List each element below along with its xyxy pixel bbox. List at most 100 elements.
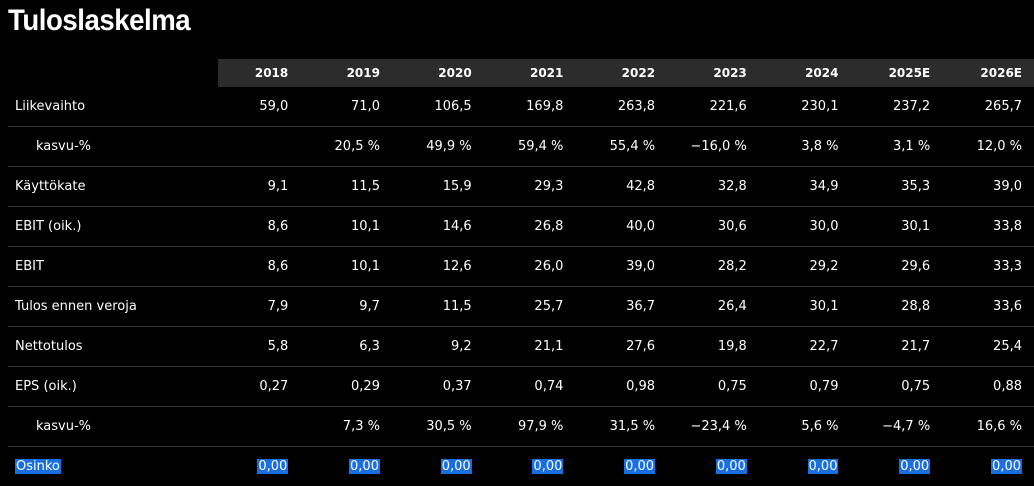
value-text: 20,5 % <box>335 139 380 154</box>
value-cell: 0,00 <box>484 447 576 486</box>
value-cell: 30,5 % <box>392 407 484 447</box>
value-text: 40,0 <box>626 219 655 234</box>
value-cell: −23,4 % <box>667 407 759 447</box>
row-label: Tulos ennen veroja <box>8 287 218 327</box>
value-text: 10,1 <box>351 219 380 234</box>
value-cell: 14,6 <box>392 207 484 247</box>
value-text: 0,00 <box>257 459 288 474</box>
value-cell: 29,2 <box>759 247 851 287</box>
value-cell: 27,6 <box>575 327 667 367</box>
value-cell: 55,4 % <box>575 127 667 167</box>
value-text: 33,6 <box>993 299 1022 314</box>
value-cell: 0,00 <box>575 447 667 486</box>
value-text: 42,8 <box>626 179 655 194</box>
value-text: 7,9 <box>268 299 289 314</box>
row-label-text: EPS (oik.) <box>15 379 77 394</box>
value-text: 0,37 <box>443 379 472 394</box>
value-cell: 265,7 <box>942 87 1034 127</box>
value-cell: 40,0 <box>575 207 667 247</box>
year-header: 2026E <box>942 59 1034 87</box>
table-row: kasvu-%7,3 %30,5 %97,9 %31,5 %−23,4 %5,6… <box>8 407 1034 447</box>
value-cell: −4,7 % <box>850 407 942 447</box>
year-header: 2024 <box>759 59 851 87</box>
year-header: 2020 <box>392 59 484 87</box>
value-cell <box>218 127 301 167</box>
value-cell: 42,8 <box>575 167 667 207</box>
value-cell: 11,5 <box>392 287 484 327</box>
value-text: 39,0 <box>626 259 655 274</box>
value-text: 0,00 <box>899 459 930 474</box>
value-cell: 0,00 <box>850 447 942 486</box>
value-cell: 11,5 <box>300 167 392 207</box>
value-text: 25,7 <box>534 299 563 314</box>
value-text: 30,1 <box>810 299 839 314</box>
row-label: Osinko <box>8 447 218 486</box>
value-text: 16,6 % <box>977 419 1022 434</box>
year-header: 2021 <box>484 59 576 87</box>
value-cell: 59,0 <box>218 87 301 127</box>
value-cell: 36,7 <box>575 287 667 327</box>
value-text: 30,5 % <box>426 419 471 434</box>
value-text: 30,1 <box>901 219 930 234</box>
value-cell <box>218 407 301 447</box>
value-text: 8,6 <box>268 259 289 274</box>
value-cell: 34,9 <box>759 167 851 207</box>
value-cell: 9,7 <box>300 287 392 327</box>
value-text: 27,6 <box>626 339 655 354</box>
value-cell: 10,1 <box>300 247 392 287</box>
row-label: kasvu-% <box>8 407 218 447</box>
row-label-text: Nettotulos <box>15 339 83 354</box>
value-text: 5,8 <box>268 339 289 354</box>
value-cell: 30,6 <box>667 207 759 247</box>
row-label: Käyttökate <box>8 167 218 207</box>
value-cell: 21,7 <box>850 327 942 367</box>
value-cell: 0,00 <box>392 447 484 486</box>
value-text: 0,75 <box>718 379 747 394</box>
value-cell: 0,75 <box>667 367 759 407</box>
value-cell: 32,8 <box>667 167 759 207</box>
value-text: 26,8 <box>534 219 563 234</box>
value-cell: −16,0 % <box>667 127 759 167</box>
value-text: 230,1 <box>801 99 838 114</box>
value-text: 0,74 <box>534 379 563 394</box>
value-cell: 0,29 <box>300 367 392 407</box>
value-cell: 39,0 <box>575 247 667 287</box>
value-cell: 12,6 <box>392 247 484 287</box>
value-cell: 0,00 <box>667 447 759 486</box>
value-cell: 0,79 <box>759 367 851 407</box>
value-cell: 221,6 <box>667 87 759 127</box>
value-text: 3,8 % <box>801 139 838 154</box>
value-cell: 26,8 <box>484 207 576 247</box>
value-cell: 5,6 % <box>759 407 851 447</box>
row-label-text: Käyttökate <box>15 179 85 194</box>
value-cell: 7,3 % <box>300 407 392 447</box>
value-text: 25,4 <box>993 339 1022 354</box>
value-text: 0,88 <box>993 379 1022 394</box>
value-text: 29,6 <box>901 259 930 274</box>
row-label: EBIT <box>8 247 218 287</box>
value-cell: 0,74 <box>484 367 576 407</box>
row-label-text: Liikevaihto <box>15 99 85 114</box>
value-text: 106,5 <box>434 99 471 114</box>
value-text: 0,79 <box>810 379 839 394</box>
year-header: 2019 <box>300 59 392 87</box>
value-cell: 3,1 % <box>850 127 942 167</box>
value-text: 5,6 % <box>801 419 838 434</box>
value-text: 0,00 <box>624 459 655 474</box>
value-cell: 29,3 <box>484 167 576 207</box>
value-cell: 20,5 % <box>300 127 392 167</box>
value-text: −4,7 % <box>882 419 930 434</box>
value-text: 0,98 <box>626 379 655 394</box>
value-text: 263,8 <box>618 99 655 114</box>
value-cell: 0,00 <box>759 447 851 486</box>
value-text: 21,1 <box>534 339 563 354</box>
value-text: 3,1 % <box>893 139 930 154</box>
value-text: 22,7 <box>810 339 839 354</box>
value-text: 71,0 <box>351 99 380 114</box>
value-cell: 9,1 <box>218 167 301 207</box>
